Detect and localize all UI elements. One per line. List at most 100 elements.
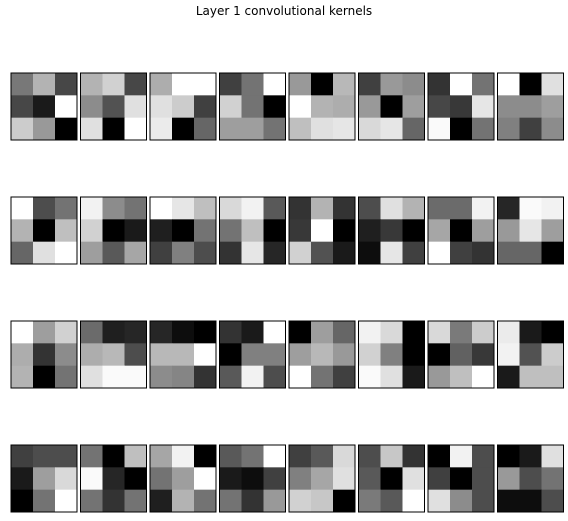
- kernel-20-cell-1-1: [241, 343, 264, 367]
- kernel-19-cell-0-0: [150, 321, 173, 344]
- kernel-7-cell-1-1: [450, 95, 473, 119]
- kernel-10-frame: [80, 196, 147, 265]
- kernel-4-cell-2-2: [263, 117, 286, 141]
- kernel-4-cell-0-2: [263, 73, 286, 96]
- kernel-4-cell-2-0: [219, 117, 242, 141]
- kernel-31-frame: [427, 444, 495, 513]
- kernel-30-cell-2-1: [380, 489, 403, 513]
- kernel-30-cell-0-1: [380, 445, 403, 468]
- kernel-28-cell-2-1: [241, 489, 264, 513]
- kernel-1: [10, 72, 78, 141]
- kernel-17-cell-1-1: [33, 343, 56, 367]
- kernel-27-cell-0-0: [150, 445, 173, 468]
- kernel-15-cell-0-1: [450, 197, 473, 220]
- kernel-29-cell-1-1: [311, 467, 334, 491]
- kernel-29-cell-1-2: [333, 467, 356, 491]
- kernel-16-cell-0-2: [541, 197, 564, 220]
- kernel-24: [497, 320, 564, 389]
- kernel-11-cell-1-1: [172, 219, 195, 243]
- kernel-20-cell-2-0: [219, 365, 242, 389]
- kernel-4-frame: [219, 72, 286, 141]
- kernel-25-cell-2-2: [55, 489, 78, 513]
- kernel-13-cell-2-0: [289, 241, 312, 265]
- kernel-13-cell-1-1: [311, 219, 334, 243]
- kernel-1-cell-1-2: [55, 95, 78, 119]
- kernel-30-cell-2-0: [358, 489, 381, 513]
- kernel-22: [358, 320, 425, 389]
- kernel-13-cell-0-0: [289, 197, 312, 220]
- kernel-19-cell-0-2: [194, 321, 217, 344]
- kernel-30-cell-0-0: [358, 445, 381, 468]
- kernel-25-cell-1-1: [33, 467, 56, 491]
- kernel-31-cell-2-2: [472, 489, 495, 513]
- kernel-14-cell-1-1: [380, 219, 403, 243]
- kernel-10: [80, 196, 147, 265]
- kernel-14: [358, 196, 425, 265]
- kernel-8-cell-0-2: [541, 73, 564, 96]
- kernel-3-cell-1-0: [150, 95, 173, 119]
- kernel-11-cell-2-0: [150, 241, 173, 265]
- kernel-8-cell-0-0: [497, 73, 520, 96]
- kernel-15-cell-2-0: [428, 241, 451, 265]
- kernel-13-frame: [288, 196, 356, 265]
- kernel-9-cell-1-1: [33, 219, 56, 243]
- kernel-24-cell-2-0: [497, 365, 520, 389]
- kernel-26-cell-1-0: [80, 467, 103, 491]
- kernel-12-cell-1-0: [219, 219, 242, 243]
- kernel-22-cell-0-2: [402, 321, 425, 344]
- kernel-27-cell-1-1: [172, 467, 195, 491]
- kernel-7-cell-2-2: [472, 117, 495, 141]
- kernel-29-cell-2-2: [333, 489, 356, 513]
- kernel-16-cell-2-2: [541, 241, 564, 265]
- kernel-3-cell-0-0: [150, 73, 173, 96]
- kernel-1-cell-2-0: [11, 117, 34, 141]
- kernel-27-cell-1-0: [150, 467, 173, 491]
- kernel-7-cell-1-2: [472, 95, 495, 119]
- kernel-23-cell-1-0: [428, 343, 451, 367]
- kernel-32-cell-2-0: [497, 489, 520, 513]
- kernel-18-cell-0-2: [124, 321, 147, 344]
- kernel-16-cell-0-0: [497, 197, 520, 220]
- kernel-6-cell-0-0: [358, 73, 381, 96]
- kernel-6-cell-2-2: [402, 117, 425, 141]
- kernel-11-cell-1-0: [150, 219, 173, 243]
- kernel-14-cell-1-2: [402, 219, 425, 243]
- kernel-13-cell-0-2: [333, 197, 356, 220]
- kernel-2-frame: [80, 72, 147, 141]
- kernel-12-cell-2-2: [263, 241, 286, 265]
- kernel-18-cell-1-1: [102, 343, 125, 367]
- kernel-18-frame: [80, 320, 147, 389]
- kernel-12-cell-0-2: [263, 197, 286, 220]
- kernel-23: [427, 320, 495, 389]
- kernel-26-cell-1-1: [102, 467, 125, 491]
- kernel-31-cell-2-0: [428, 489, 451, 513]
- kernel-28-cell-0-2: [263, 445, 286, 468]
- kernel-26-cell-2-1: [102, 489, 125, 513]
- kernel-3-cell-2-1: [172, 117, 195, 141]
- kernel-28-cell-1-2: [263, 467, 286, 491]
- kernel-15: [427, 196, 495, 265]
- kernel-31-cell-1-0: [428, 467, 451, 491]
- kernel-18-cell-2-2: [124, 365, 147, 389]
- kernel-15-cell-0-0: [428, 197, 451, 220]
- kernel-32-cell-0-0: [497, 445, 520, 468]
- kernel-11-cell-0-0: [150, 197, 173, 220]
- kernel-29-cell-0-1: [311, 445, 334, 468]
- kernel-3-cell-2-2: [194, 117, 217, 141]
- kernel-1-cell-1-1: [33, 95, 56, 119]
- kernel-19-cell-1-2: [194, 343, 217, 367]
- kernel-29-cell-1-0: [289, 467, 312, 491]
- kernel-11-cell-2-1: [172, 241, 195, 265]
- kernel-27-cell-2-0: [150, 489, 173, 513]
- kernel-31-cell-2-1: [450, 489, 473, 513]
- kernel-30-frame: [358, 444, 425, 513]
- kernel-24-cell-0-1: [519, 321, 542, 344]
- kernel-21-cell-1-2: [333, 343, 356, 367]
- kernel-6-cell-2-1: [380, 117, 403, 141]
- kernel-3-cell-1-2: [194, 95, 217, 119]
- kernel-32: [497, 444, 564, 513]
- kernel-17-cell-0-2: [55, 321, 78, 344]
- kernel-13: [288, 196, 356, 265]
- kernel-9-cell-1-2: [55, 219, 78, 243]
